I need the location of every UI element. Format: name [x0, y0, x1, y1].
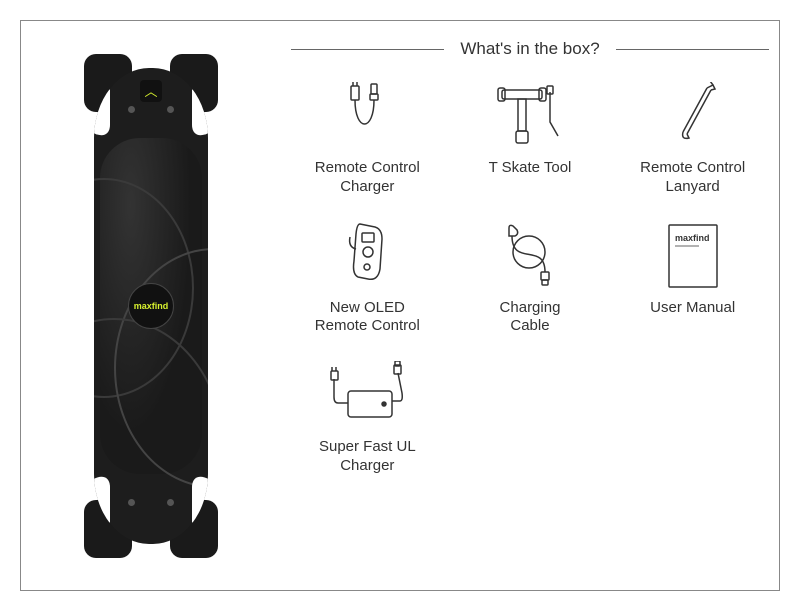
- remote-charger-icon: [327, 77, 407, 157]
- item-remote-charger: Remote Control Charger: [291, 77, 444, 197]
- brand-badge: maxfind: [128, 283, 174, 329]
- item-t-skate-tool: T Skate Tool: [454, 77, 607, 197]
- t-tool-icon: [490, 77, 570, 157]
- items-grid: Remote Control Charger T Skate Tool: [291, 77, 769, 476]
- lanyard-icon: [653, 77, 733, 157]
- item-lanyard: Remote Control Lanyard: [616, 77, 769, 197]
- contents-pane: What's in the box? Remote Control Charge…: [281, 21, 779, 590]
- divider-line: [291, 49, 444, 50]
- heading-row: What's in the box?: [291, 39, 769, 59]
- item-label: Remote Control Charger: [315, 159, 420, 197]
- item-charging-cable: Charging Cable: [454, 217, 607, 337]
- item-oled-remote: New OLED Remote Control: [291, 217, 444, 337]
- item-label: Remote Control Lanyard: [640, 159, 745, 197]
- item-ul-charger: Super Fast UL Charger: [291, 356, 444, 476]
- item-user-manual: maxfind User Manual: [616, 217, 769, 337]
- empty-cell: [454, 356, 607, 476]
- item-label: User Manual: [650, 299, 735, 318]
- item-label: T Skate Tool: [489, 159, 572, 178]
- skateboard-image: ︿ maxfind: [76, 46, 226, 566]
- chevron-up-icon: ︿: [140, 80, 162, 102]
- ul-charger-icon: [327, 356, 407, 436]
- divider-line: [616, 49, 769, 50]
- empty-cell: [616, 356, 769, 476]
- item-label: Super Fast UL Charger: [319, 438, 416, 476]
- item-label: Charging Cable: [500, 299, 561, 337]
- manual-brand-text: maxfind: [675, 233, 710, 243]
- manual-icon: maxfind: [653, 217, 733, 297]
- product-box-contents-frame: ︿ maxfind What's in the box?: [20, 20, 780, 591]
- skateboard-pane: ︿ maxfind: [21, 21, 281, 590]
- heading-text: What's in the box?: [444, 39, 615, 59]
- item-label: New OLED Remote Control: [315, 299, 420, 337]
- deck-icon: ︿ maxfind: [94, 68, 208, 544]
- cable-icon: [490, 217, 570, 297]
- remote-icon: [327, 217, 407, 297]
